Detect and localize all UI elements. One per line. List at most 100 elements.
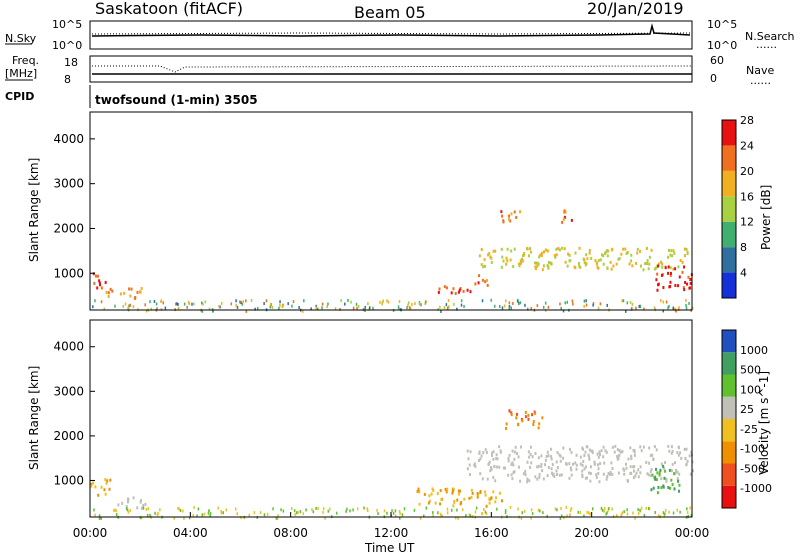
ground-scatter (383, 509, 386, 513)
radar-return (602, 472, 605, 476)
ground-scatter (637, 512, 640, 516)
radar-return (657, 485, 660, 489)
radar-return (630, 259, 633, 263)
ground-scatter (352, 508, 354, 512)
ground-scatter (391, 509, 393, 513)
radar-return (552, 472, 555, 476)
ground-scatter (145, 507, 148, 511)
radar-return (538, 472, 541, 476)
ground-scatter (662, 511, 665, 515)
radar-return (527, 254, 530, 258)
ytick-label: 3000 (53, 384, 84, 398)
colorbar-segment (722, 463, 736, 486)
ground-scatter (377, 512, 379, 516)
radar-return (578, 264, 581, 268)
ground-scatter (248, 513, 251, 517)
radar-return (446, 487, 449, 491)
radar-return (674, 471, 677, 475)
ground-scatter (690, 513, 693, 517)
radar-return (513, 457, 516, 461)
radar-return (610, 461, 613, 465)
radar-return (575, 467, 578, 471)
radar-return (645, 460, 648, 464)
radar-return (526, 460, 529, 464)
ground-scatter (672, 511, 675, 515)
radar-return (468, 496, 471, 500)
radar-return (667, 248, 670, 252)
radar-return (686, 252, 689, 256)
radar-return (519, 259, 522, 263)
radar-return (550, 455, 553, 459)
radar-return (648, 255, 651, 259)
ground-scatter (149, 513, 151, 517)
ground-scatter (606, 511, 608, 515)
ground-scatter (397, 305, 400, 309)
ground-scatter (414, 302, 416, 306)
ground-scatter (527, 307, 529, 311)
radar-return (521, 259, 524, 263)
radar-return (510, 212, 513, 216)
radar-return (620, 252, 623, 256)
ground-scatter (115, 513, 118, 517)
radar-return (639, 249, 642, 253)
radar-return (487, 462, 490, 466)
radar-return (674, 283, 677, 287)
colorbar-segment (722, 196, 736, 222)
radar-return (561, 220, 564, 224)
radar-return (540, 464, 543, 468)
ground-scatter (508, 307, 510, 311)
radar-return (619, 450, 622, 454)
radar-return (669, 271, 672, 275)
ground-scatter (305, 508, 307, 512)
radar-return (482, 265, 485, 269)
ground-scatter (139, 516, 142, 520)
radar-return (609, 260, 612, 264)
radar-return (667, 255, 670, 259)
radar-return (495, 465, 498, 469)
radar-return (128, 287, 131, 291)
ground-scatter (295, 511, 298, 515)
radar-return (581, 469, 584, 473)
radar-return (469, 450, 472, 454)
radar-return (628, 262, 631, 266)
ground-scatter (126, 508, 129, 512)
radar-return (512, 265, 515, 269)
radar-return (632, 476, 635, 480)
radar-return (564, 260, 567, 264)
colorbar-tick-label: 100 (740, 383, 761, 396)
radar-return (545, 454, 548, 458)
ground-scatter (569, 513, 571, 517)
ground-scatter (271, 305, 274, 309)
radar-return (673, 251, 676, 255)
ground-scatter (356, 507, 359, 511)
ground-scatter (592, 303, 594, 307)
ground-scatter (592, 302, 595, 306)
radar-return (653, 267, 656, 271)
noise-tick-left-top: 10^5 (52, 18, 82, 31)
radar-return (662, 464, 665, 468)
radar-return (540, 254, 543, 258)
radar-return (610, 267, 613, 271)
ground-scatter (176, 302, 178, 306)
radar-return (662, 466, 665, 470)
radar-return (481, 278, 484, 282)
colorbar-segment (722, 272, 736, 298)
ground-scatter (408, 301, 410, 305)
ground-scatter (542, 511, 544, 515)
radar-return (590, 256, 593, 260)
ground-scatter (399, 511, 401, 515)
ground-scatter (537, 508, 540, 512)
radar-return (98, 279, 101, 283)
radar-return (598, 450, 601, 454)
radar-return (550, 467, 553, 471)
ground-scatter (546, 514, 548, 518)
radar-return (480, 263, 483, 267)
radar-return (610, 248, 613, 252)
ground-scatter (188, 302, 191, 306)
radar-return (526, 247, 529, 251)
radar-return (107, 294, 110, 298)
radar-return (648, 446, 651, 450)
radar-return (494, 249, 497, 253)
radar-return (108, 487, 111, 491)
